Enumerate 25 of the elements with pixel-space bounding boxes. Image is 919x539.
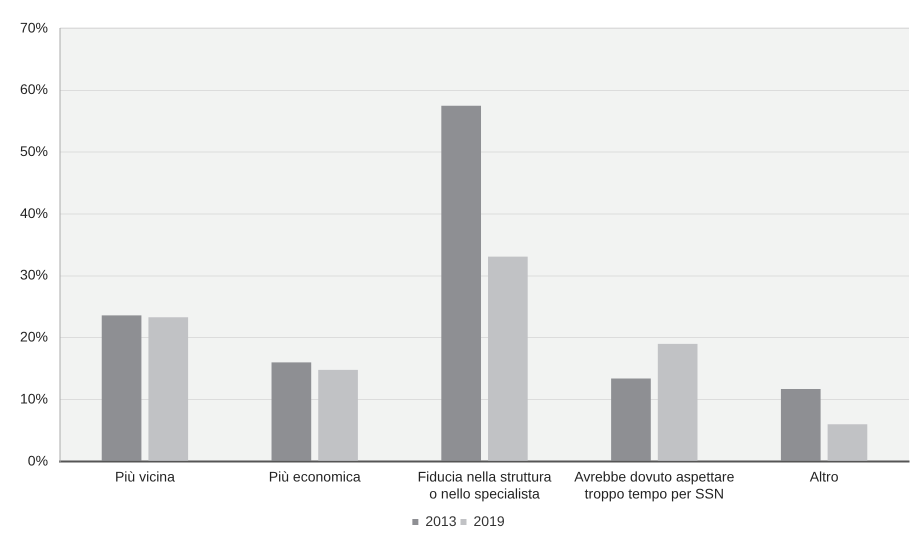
y-tick-label: 70% (20, 19, 48, 36)
bar (658, 344, 698, 461)
bar (780, 389, 821, 461)
y-tick-label: 20% (20, 328, 48, 345)
x-tick-label: Più vicina (114, 468, 176, 485)
bar (441, 106, 482, 461)
bar (488, 256, 528, 461)
y-tick-label: 60% (20, 81, 48, 98)
x-tick-label: Più economica (268, 468, 361, 485)
bar (148, 317, 188, 461)
y-tick-label: 0% (28, 452, 48, 468)
bar (828, 424, 868, 461)
x-tick-label: Altro (810, 468, 839, 485)
y-tick-label: 50% (20, 142, 48, 159)
bar (102, 315, 142, 461)
legend-label: 2013 (425, 512, 457, 529)
bar (611, 378, 651, 461)
x-tick-label: Fiducia nella struttura o nello specialista (418, 468, 552, 502)
y-tick-label: 40% (20, 204, 48, 221)
y-tick-label: 10% (20, 390, 48, 406)
y-tick-label: 30% (20, 266, 48, 283)
bar (272, 362, 312, 461)
legend-label: 2019 (474, 512, 505, 529)
bar (318, 370, 358, 461)
x-tick-label: Avrebbe dovuto aspettare troppo tempo per SSN (574, 468, 735, 502)
